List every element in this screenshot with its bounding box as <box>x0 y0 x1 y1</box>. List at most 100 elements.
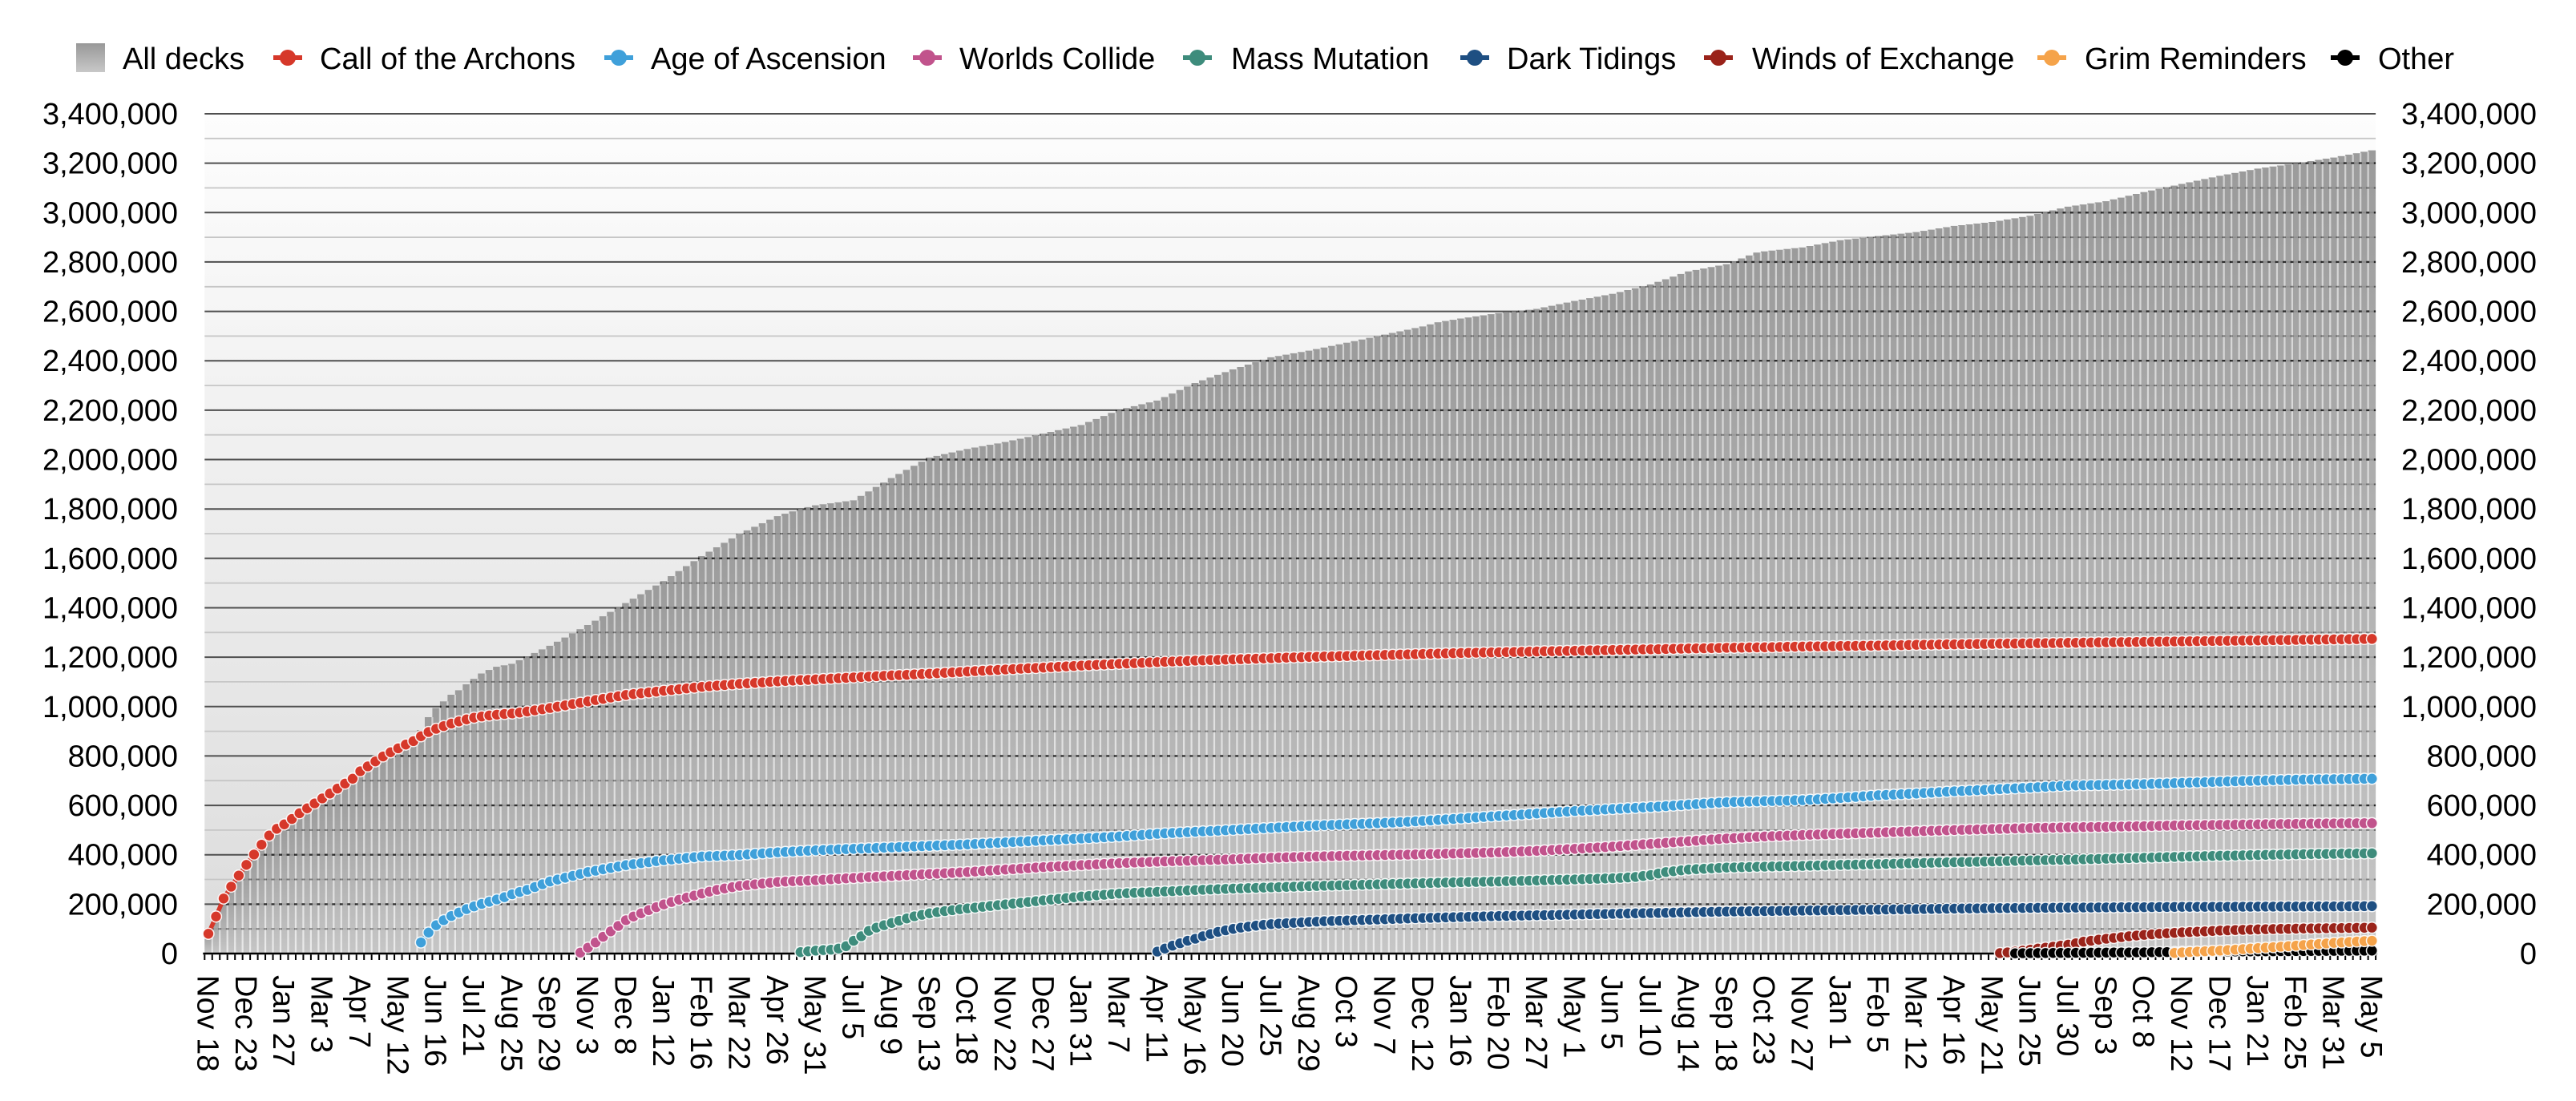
svg-text:2,400,000: 2,400,000 <box>42 345 178 378</box>
svg-text:600,000: 600,000 <box>68 789 178 823</box>
svg-text:2,800,000: 2,800,000 <box>42 246 178 280</box>
svg-text:Sep 3: Sep 3 <box>2088 975 2122 1055</box>
svg-text:Jan 21: Jan 21 <box>2240 975 2274 1067</box>
svg-text:Dec 23: Dec 23 <box>228 975 262 1071</box>
svg-text:Aug 14: Aug 14 <box>1670 975 1704 1071</box>
svg-text:Apr 7: Apr 7 <box>342 975 376 1048</box>
svg-text:1,000,000: 1,000,000 <box>42 691 178 724</box>
svg-text:Sep 29: Sep 29 <box>532 975 566 1071</box>
svg-text:3,400,000: 3,400,000 <box>2401 98 2537 131</box>
svg-text:Jan 16: Jan 16 <box>1443 975 1476 1067</box>
svg-text:Grim Reminders: Grim Reminders <box>2085 42 2307 76</box>
svg-text:2,800,000: 2,800,000 <box>2401 246 2537 280</box>
svg-text:Feb 25: Feb 25 <box>2278 975 2312 1070</box>
svg-text:Call of the Archons: Call of the Archons <box>320 42 575 76</box>
svg-text:Jan 12: Jan 12 <box>646 975 680 1067</box>
svg-text:3,200,000: 3,200,000 <box>42 147 178 181</box>
svg-text:All decks: All decks <box>123 42 244 76</box>
svg-text:3,200,000: 3,200,000 <box>2401 147 2537 181</box>
svg-text:800,000: 800,000 <box>68 740 178 773</box>
svg-text:Mar 31: Mar 31 <box>2316 975 2350 1070</box>
svg-text:Jan 1: Jan 1 <box>1823 975 1856 1050</box>
svg-text:Oct 23: Oct 23 <box>1746 975 1780 1065</box>
svg-text:1,200,000: 1,200,000 <box>42 641 178 675</box>
svg-text:Nov 27: Nov 27 <box>1785 975 1819 1071</box>
svg-text:Aug 25: Aug 25 <box>494 975 527 1071</box>
svg-text:Worlds Collide: Worlds Collide <box>959 42 1155 76</box>
svg-text:May 1: May 1 <box>1557 975 1590 1058</box>
svg-text:Apr 26: Apr 26 <box>760 975 793 1065</box>
svg-text:Feb 5: Feb 5 <box>1860 975 1894 1053</box>
svg-text:Nov 22: Nov 22 <box>987 975 1021 1071</box>
svg-text:Jun 20: Jun 20 <box>1215 975 1249 1067</box>
svg-text:Feb 16: Feb 16 <box>684 975 717 1070</box>
svg-text:Nov 3: Nov 3 <box>570 975 604 1055</box>
svg-text:600,000: 600,000 <box>2427 789 2537 823</box>
svg-text:2,200,000: 2,200,000 <box>42 394 178 428</box>
svg-text:0: 0 <box>161 938 178 971</box>
svg-text:Mar 27: Mar 27 <box>1519 975 1552 1070</box>
svg-text:Jun 16: Jun 16 <box>418 975 452 1067</box>
svg-text:Jan 27: Jan 27 <box>266 975 300 1067</box>
svg-text:Dark Tidings: Dark Tidings <box>1507 42 1676 76</box>
svg-text:1,000,000: 1,000,000 <box>2401 691 2537 724</box>
svg-text:Jul 30: Jul 30 <box>2050 975 2084 1056</box>
svg-text:1,400,000: 1,400,000 <box>42 592 178 626</box>
svg-text:200,000: 200,000 <box>68 888 178 922</box>
svg-text:Dec 27: Dec 27 <box>1025 975 1059 1071</box>
svg-text:Jun 25: Jun 25 <box>2013 975 2046 1067</box>
svg-text:Oct 8: Oct 8 <box>2126 975 2160 1048</box>
svg-text:0: 0 <box>2520 938 2537 971</box>
svg-text:Jun 5: Jun 5 <box>1595 975 1629 1050</box>
svg-text:2,200,000: 2,200,000 <box>2401 394 2537 428</box>
svg-text:May 16: May 16 <box>1177 975 1211 1075</box>
svg-text:400,000: 400,000 <box>68 839 178 873</box>
svg-text:Mar 12: Mar 12 <box>1899 975 1932 1070</box>
svg-text:Dec 8: Dec 8 <box>608 975 642 1055</box>
svg-text:Mar 7: Mar 7 <box>1101 975 1135 1053</box>
svg-text:Apr 11: Apr 11 <box>1140 975 1173 1063</box>
svg-text:2,600,000: 2,600,000 <box>2401 296 2537 329</box>
svg-text:Apr 16: Apr 16 <box>1936 975 1970 1065</box>
svg-text:Mass Mutation: Mass Mutation <box>1231 42 1429 76</box>
svg-text:1,400,000: 1,400,000 <box>2401 592 2537 626</box>
svg-text:Nov 7: Nov 7 <box>1367 975 1401 1055</box>
svg-text:Jul 5: Jul 5 <box>836 975 870 1039</box>
svg-text:Sep 18: Sep 18 <box>1709 975 1742 1071</box>
svg-text:2,600,000: 2,600,000 <box>42 296 178 329</box>
svg-text:May 5: May 5 <box>2354 975 2388 1058</box>
svg-text:1,800,000: 1,800,000 <box>2401 493 2537 526</box>
svg-text:Nov 12: Nov 12 <box>2164 975 2198 1071</box>
svg-text:May 21: May 21 <box>1974 975 2008 1075</box>
svg-text:Nov 18: Nov 18 <box>191 975 224 1071</box>
svg-text:Oct 18: Oct 18 <box>950 975 983 1065</box>
svg-text:Mar 22: Mar 22 <box>722 975 756 1070</box>
svg-text:1,200,000: 1,200,000 <box>2401 641 2537 675</box>
svg-text:Feb 20: Feb 20 <box>1481 975 1515 1070</box>
svg-text:3,000,000: 3,000,000 <box>2401 196 2537 230</box>
svg-text:3,400,000: 3,400,000 <box>42 98 178 131</box>
svg-text:2,000,000: 2,000,000 <box>42 444 178 478</box>
svg-text:Age of Ascension: Age of Ascension <box>651 42 886 76</box>
svg-text:200,000: 200,000 <box>2427 888 2537 922</box>
svg-text:1,800,000: 1,800,000 <box>42 493 178 526</box>
svg-text:Aug 9: Aug 9 <box>874 975 907 1055</box>
svg-text:Other: Other <box>2378 42 2454 76</box>
svg-text:Dec 17: Dec 17 <box>2202 975 2235 1071</box>
svg-text:1,600,000: 1,600,000 <box>2401 542 2537 576</box>
svg-text:Aug 29: Aug 29 <box>1291 975 1325 1071</box>
svg-text:Dec 12: Dec 12 <box>1405 975 1439 1071</box>
svg-text:2,000,000: 2,000,000 <box>2401 444 2537 478</box>
svg-text:Oct 3: Oct 3 <box>1329 975 1363 1048</box>
svg-text:Winds of Exchange: Winds of Exchange <box>1752 42 2014 76</box>
svg-text:Jul 25: Jul 25 <box>1254 975 1287 1056</box>
svg-text:Mar 3: Mar 3 <box>305 975 338 1053</box>
svg-text:Jul 21: Jul 21 <box>456 975 490 1056</box>
svg-text:May 12: May 12 <box>380 975 414 1075</box>
svg-text:May 31: May 31 <box>797 975 831 1075</box>
svg-text:Sep 13: Sep 13 <box>911 975 945 1071</box>
svg-text:400,000: 400,000 <box>2427 839 2537 873</box>
svg-text:3,000,000: 3,000,000 <box>42 196 178 230</box>
svg-text:Jan 31: Jan 31 <box>1064 975 1097 1067</box>
svg-text:Jul 10: Jul 10 <box>1633 975 1666 1056</box>
